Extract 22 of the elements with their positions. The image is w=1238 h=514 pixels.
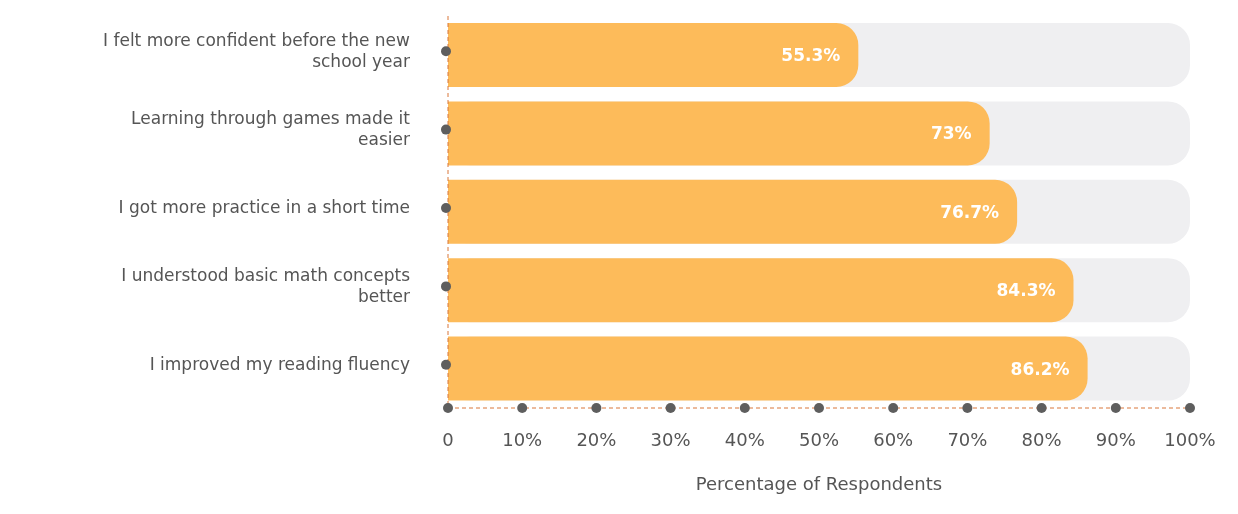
x-axis-title: Percentage of Respondents <box>695 473 943 494</box>
y-tick-label: Learning through games made it easier <box>131 108 411 150</box>
y-tick-label: I improved my reading fluency <box>149 353 410 374</box>
y-tick-label: I felt more confident before the new school year <box>103 29 411 71</box>
x-tick-label: 50% <box>798 429 840 450</box>
data-label: 86.2% <box>1010 358 1070 379</box>
data-label: 76.7% <box>940 201 1000 222</box>
x-tick-label: 70% <box>947 429 988 450</box>
x-tick-label: 90% <box>1095 429 1136 450</box>
x-tick-label: 100% <box>1164 429 1216 450</box>
data-label: 73% <box>930 123 972 144</box>
x-tick-label: 40% <box>724 429 765 450</box>
x-tick-label: 20% <box>576 429 617 450</box>
y-tick-label: I understood basic math concepts better <box>121 264 411 306</box>
data-label: 55.3% <box>781 45 841 66</box>
x-tick-label: 0 <box>442 429 454 450</box>
x-tick-label: 80% <box>1021 429 1062 450</box>
data-label: 84.3% <box>996 280 1056 301</box>
x-tick-label: 60% <box>873 429 914 450</box>
y-tick-label: I got more practice in a short time <box>118 197 410 217</box>
x-tick-label: 10% <box>502 429 543 450</box>
x-tick-label: 30% <box>650 429 691 450</box>
